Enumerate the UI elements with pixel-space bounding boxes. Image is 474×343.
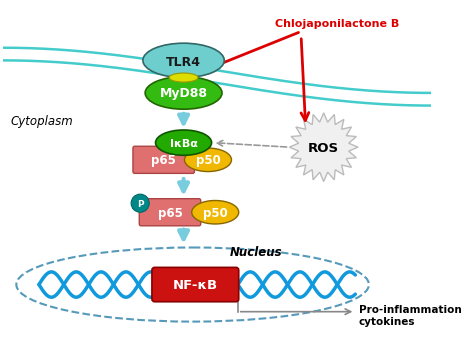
Text: p50: p50 <box>203 206 228 220</box>
Text: p65: p65 <box>157 206 182 220</box>
Text: NF-κB: NF-κB <box>173 279 218 292</box>
Circle shape <box>131 194 149 212</box>
Ellipse shape <box>145 76 222 109</box>
Ellipse shape <box>143 43 224 78</box>
Text: Nucleus: Nucleus <box>229 246 282 259</box>
Ellipse shape <box>191 201 239 224</box>
Ellipse shape <box>155 130 211 155</box>
Text: IκBα: IκBα <box>170 139 198 149</box>
FancyBboxPatch shape <box>133 146 194 173</box>
Polygon shape <box>289 113 358 181</box>
Text: p50: p50 <box>196 154 220 167</box>
Text: TLR4: TLR4 <box>166 56 201 69</box>
Ellipse shape <box>184 148 231 172</box>
Text: Pro-inflammation
cytokines: Pro-inflammation cytokines <box>359 305 462 327</box>
Text: p65: p65 <box>151 154 176 167</box>
Text: ROS: ROS <box>308 142 339 155</box>
FancyBboxPatch shape <box>139 199 201 226</box>
Text: MyD88: MyD88 <box>160 87 208 100</box>
FancyBboxPatch shape <box>152 268 239 302</box>
Text: Chlojaponilactone B: Chlojaponilactone B <box>275 19 400 29</box>
Text: Cytoplasm: Cytoplasm <box>10 115 73 128</box>
Text: P: P <box>137 200 144 209</box>
Ellipse shape <box>169 73 198 82</box>
